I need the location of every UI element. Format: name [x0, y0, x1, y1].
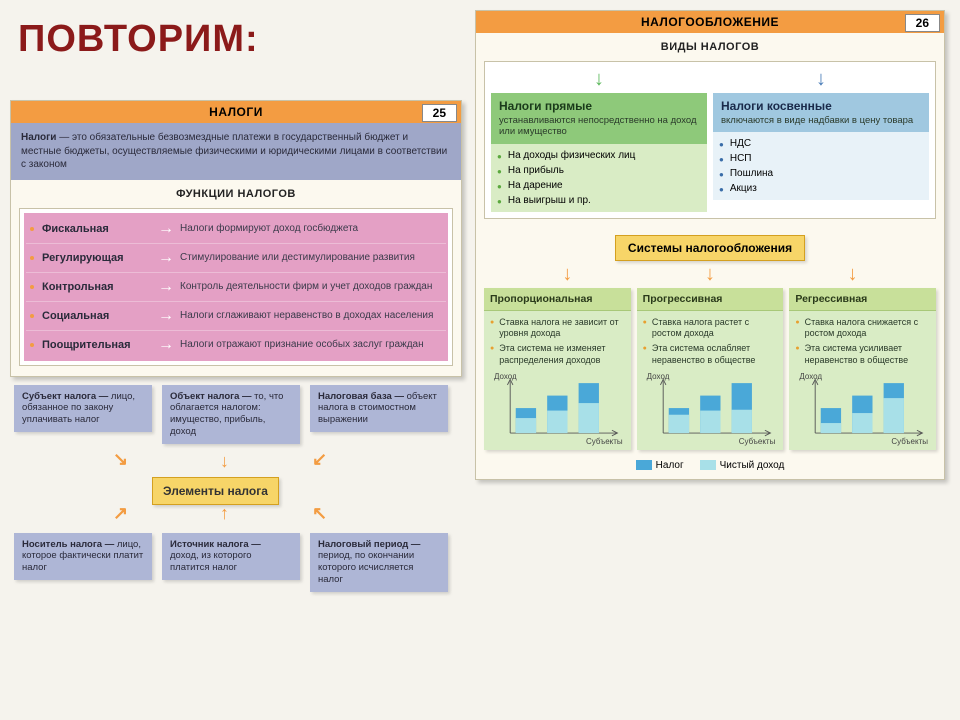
right-column: НАЛОГООБЛОЖЕНИЕ 26 ВИДЫ НАЛОГОВ ↓ Налоги…	[475, 10, 945, 480]
legend: Налог Чистый доход	[476, 456, 944, 479]
function-row: Социальная→Налоги сглаживают неравенство…	[26, 302, 446, 331]
elements-area: Субъект налога — лицо, обязанное по зако…	[10, 385, 462, 610]
systems-row: ПропорциональнаяСтавка налога не зависит…	[476, 286, 944, 456]
direct-head: Налоги прямые устанавливаются непосредст…	[491, 93, 707, 144]
elem-object: Объект налога — то, что облагается налог…	[162, 385, 300, 445]
indirect-head: Налоги косвенные включаются в виде надба…	[713, 93, 929, 132]
legend-swatch-tax	[636, 460, 652, 470]
right-panel: НАЛОГООБЛОЖЕНИЕ 26 ВИДЫ НАЛОГОВ ↓ Налоги…	[475, 10, 945, 480]
elements-center: Элементы налога	[152, 477, 279, 505]
right-header-title: НАЛОГООБЛОЖЕНИЕ	[641, 15, 779, 29]
system-col: ПрогрессивнаяСтавка налога растет с рост…	[637, 288, 784, 450]
arrow-icon: ↗	[113, 503, 128, 524]
elem-subject: Субъект налога — лицо, обязанное по зако…	[14, 385, 152, 433]
right-header: НАЛОГООБЛОЖЕНИЕ 26	[476, 11, 944, 33]
arrow-icon: ↑	[220, 503, 229, 524]
types-panel: ↓ Налоги прямые устанавливаются непосред…	[484, 61, 936, 219]
arrow-icon: ↓	[220, 451, 229, 472]
definition-box: Налоги — это обязательные безвозмездные …	[11, 123, 461, 180]
system-col: ПропорциональнаяСтавка налога не зависит…	[484, 288, 631, 450]
indirect-col: ↓ Налоги косвенные включаются в виде над…	[713, 68, 929, 212]
elem-carrier: Носитель налога — лицо, которое фактичес…	[14, 533, 152, 581]
left-panel: НАЛОГИ 25 Налоги — это обязательные безв…	[10, 100, 462, 377]
elem-base: Налоговая база — объект налога в стоимос…	[310, 385, 448, 433]
functions-panel: Фискальная→Налоги формируют доход госбюд…	[19, 208, 453, 366]
indirect-list: НДСНСППошлинаАкциз	[713, 132, 929, 200]
arrow-down-icon: ↓	[491, 68, 707, 91]
left-header-title: НАЛОГИ	[209, 105, 263, 119]
definition-label: Налоги	[21, 132, 56, 143]
page-title: ПОВТОРИМ:	[18, 18, 259, 61]
function-row: Контрольная→Контроль деятельности фирм и…	[26, 273, 446, 302]
arrow-icon: ↘	[113, 449, 128, 470]
system-chart: ДоходСубъекты	[641, 372, 780, 446]
right-page-num: 26	[905, 14, 940, 32]
arrow-icon: ↖	[312, 503, 327, 524]
elem-period: Налоговый период — период, по окончании …	[310, 533, 448, 593]
system-col: РегрессивнаяСтавка налога снижается с ро…	[789, 288, 936, 450]
direct-col: ↓ Налоги прямые устанавливаются непосред…	[491, 68, 707, 212]
arrow-icon: ↙	[312, 449, 327, 470]
types-title: ВИДЫ НАЛОГОВ	[476, 33, 944, 57]
systems-arrows: ↓↓↓	[476, 263, 944, 286]
arrow-down-icon: ↓	[713, 68, 929, 91]
system-chart: ДоходСубъекты	[488, 372, 627, 446]
legend-swatch-net	[700, 460, 716, 470]
systems-title: Системы налогообложения	[615, 235, 805, 261]
functions-title: ФУНКЦИИ НАЛОГОВ	[11, 180, 461, 204]
left-column: НАЛОГИ 25 Налоги — это обязательные безв…	[10, 100, 462, 610]
function-row: Регулирующая→Стимулирование или дестимул…	[26, 244, 446, 273]
system-chart: ДоходСубъекты	[793, 372, 932, 446]
left-page-num: 25	[422, 104, 457, 122]
definition-text: — это обязательные безвозмездные платежи…	[21, 132, 447, 170]
function-row: Поощрительная→Налоги отражают признание …	[26, 331, 446, 359]
direct-list: На доходы физических лицНа прибыльНа дар…	[491, 144, 707, 212]
elem-source: Источник налога — доход, из которого пла…	[162, 533, 300, 581]
function-row: Фискальная→Налоги формируют доход госбюд…	[26, 215, 446, 244]
left-header: НАЛОГИ 25	[11, 101, 461, 123]
